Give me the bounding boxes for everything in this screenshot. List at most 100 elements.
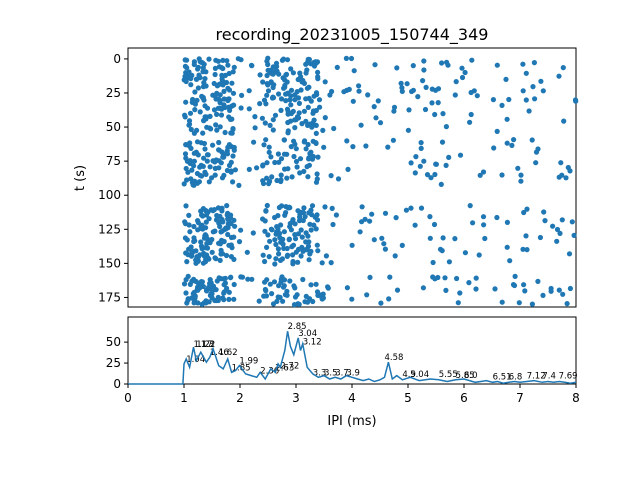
raster-point xyxy=(421,58,427,64)
raster-point xyxy=(266,254,272,260)
raster-point xyxy=(222,129,228,136)
raster-point xyxy=(183,142,189,148)
raster-point xyxy=(290,70,296,76)
raster-point xyxy=(191,238,197,245)
raster-point xyxy=(250,230,256,236)
raster-point xyxy=(186,246,192,252)
raster-plot-frame xyxy=(127,47,577,308)
raster-point xyxy=(231,296,237,302)
raster-point xyxy=(293,249,299,255)
raster-point xyxy=(363,143,369,149)
raster-point xyxy=(394,287,401,293)
raster-point xyxy=(195,85,201,91)
raster-point xyxy=(263,293,270,299)
raster-point xyxy=(524,206,530,212)
raster-point xyxy=(307,251,313,257)
raster-point xyxy=(480,169,487,175)
raster-point xyxy=(292,125,298,131)
raster-point xyxy=(292,221,298,227)
peak-label: 5.55 xyxy=(439,370,458,380)
raster-point xyxy=(183,78,189,85)
raster-point xyxy=(292,232,298,238)
raster-point xyxy=(506,96,512,103)
raster-point xyxy=(260,163,266,169)
raster-point xyxy=(292,97,298,103)
peak-label: 2.63 xyxy=(275,363,294,373)
raster-point xyxy=(276,204,282,211)
raster-point xyxy=(266,149,272,155)
raster-point xyxy=(249,276,255,282)
raster-point xyxy=(345,166,351,172)
raster-point xyxy=(314,171,320,177)
raster-point xyxy=(298,227,304,233)
raster-point xyxy=(392,253,398,259)
raster-point xyxy=(408,205,414,211)
raster-point xyxy=(499,299,505,305)
ipi-y-axis: 0 25 50 xyxy=(106,335,128,391)
raster-point xyxy=(191,223,197,230)
raster-point xyxy=(315,154,321,160)
raster-point xyxy=(313,122,319,128)
raster-point xyxy=(212,71,218,78)
raster-point xyxy=(217,100,223,106)
raster-point xyxy=(375,98,381,104)
raster-point xyxy=(494,214,500,221)
raster-point xyxy=(296,218,303,224)
raster-point xyxy=(189,167,195,173)
ipi-x-tick-label: 1 xyxy=(180,391,188,405)
raster-point xyxy=(269,174,275,180)
raster-point xyxy=(516,300,522,306)
raster-point xyxy=(197,59,203,65)
raster-point xyxy=(287,278,293,284)
peak-label: 3.3 xyxy=(313,368,327,378)
raster-point xyxy=(304,85,310,91)
raster-point xyxy=(567,168,573,174)
raster-point xyxy=(181,181,187,187)
raster-point xyxy=(225,62,231,68)
raster-point xyxy=(188,82,194,88)
raster-point xyxy=(330,221,336,228)
raster-point xyxy=(356,83,362,89)
raster-point xyxy=(533,160,539,166)
raster-point xyxy=(187,281,193,287)
raster-point xyxy=(356,88,362,94)
raster-point xyxy=(428,175,434,181)
raster-point xyxy=(415,94,421,100)
peak-label: 6.8 xyxy=(509,373,523,383)
raster-point xyxy=(263,208,269,214)
peak-label: 5.04 xyxy=(410,370,429,380)
ipi-x-tick-label: 7 xyxy=(516,391,524,405)
raster-point xyxy=(296,100,302,106)
raster-point xyxy=(265,61,271,68)
raster-point xyxy=(387,274,393,280)
raster-point xyxy=(284,57,291,63)
raster-point xyxy=(521,282,527,288)
raster-y-tick-label: 50 xyxy=(106,120,121,134)
raster-point xyxy=(294,164,300,170)
raster-point xyxy=(334,64,340,70)
raster-point xyxy=(287,97,293,103)
raster-point xyxy=(412,222,418,228)
raster-point xyxy=(491,145,497,151)
ipi-x-axis-label: IPI (ms) xyxy=(327,414,376,429)
raster-point xyxy=(238,274,244,280)
raster-point xyxy=(221,282,227,288)
raster-point xyxy=(183,290,189,296)
raster-point xyxy=(277,294,283,300)
raster-point xyxy=(285,119,291,126)
ipi-y-tick-label: 0 xyxy=(113,377,121,391)
raster-point xyxy=(256,298,262,304)
raster-point xyxy=(349,242,355,248)
raster-point xyxy=(229,245,235,251)
raster-point xyxy=(193,76,199,82)
ipi-y-tick-label: 25 xyxy=(106,356,121,370)
raster-point xyxy=(232,167,238,173)
raster-point xyxy=(285,166,291,172)
raster-point xyxy=(292,236,299,242)
raster-point xyxy=(276,159,282,165)
raster-point xyxy=(254,165,260,171)
raster-point xyxy=(348,55,355,62)
raster-point xyxy=(289,174,295,180)
raster-point xyxy=(510,137,517,143)
raster-point xyxy=(476,252,482,258)
